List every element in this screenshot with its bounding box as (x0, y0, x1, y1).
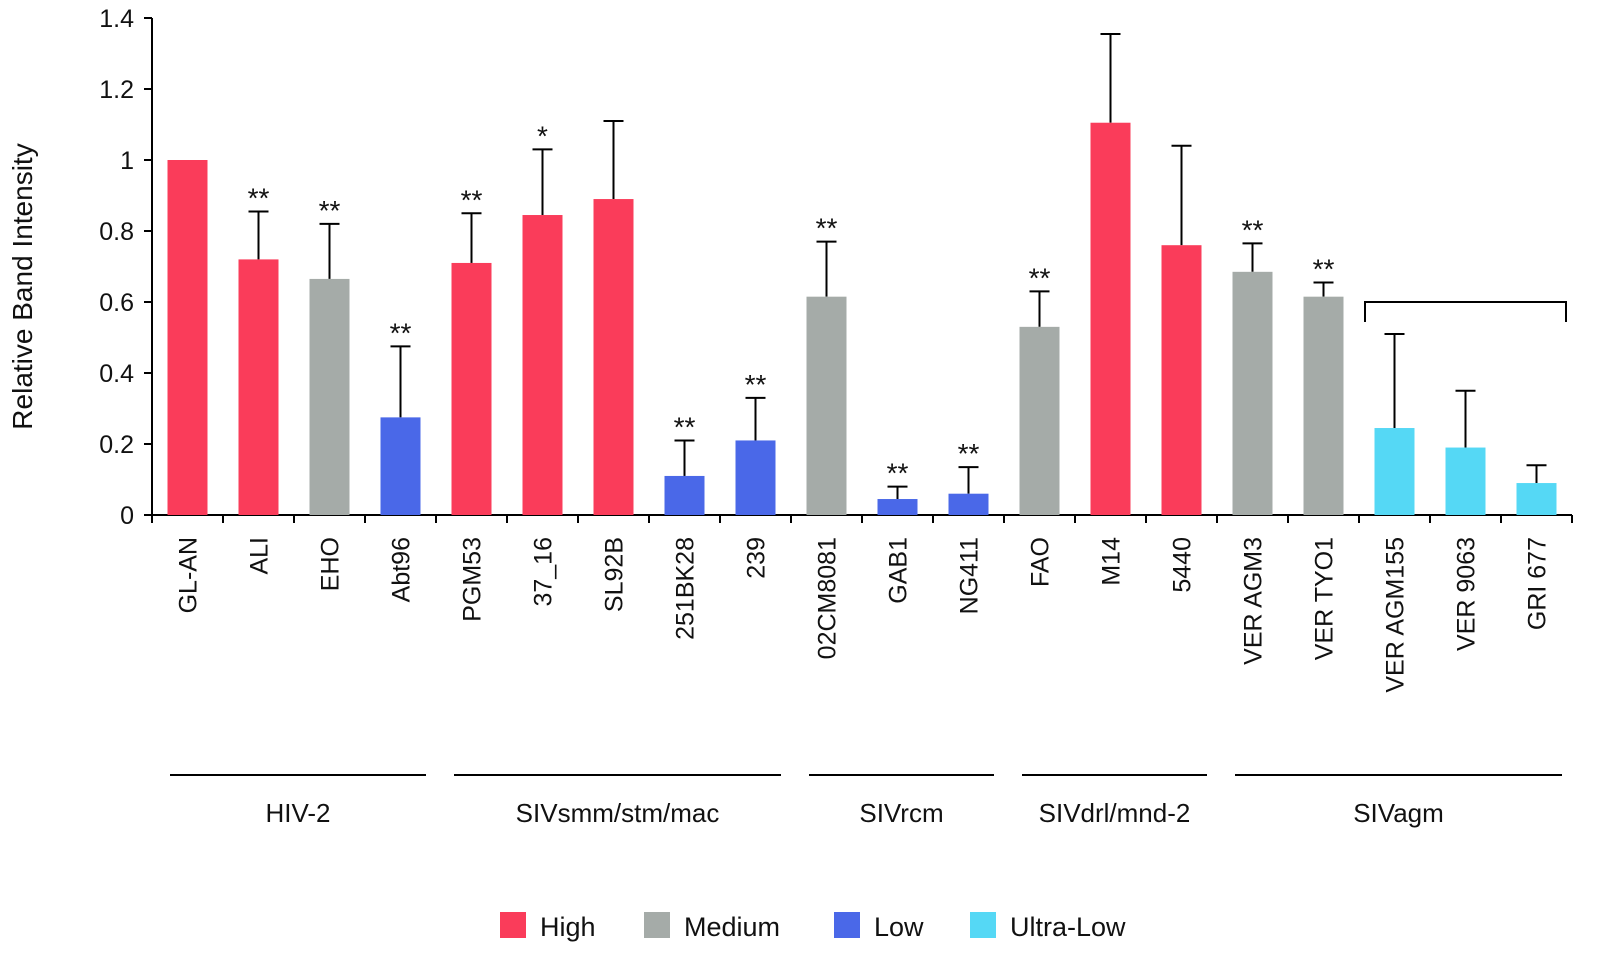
x-tick-label: NG411 (956, 537, 984, 614)
bar (167, 160, 208, 515)
y-tick-label: 0.6 (99, 289, 134, 317)
x-tick-label: 37_16 (530, 537, 558, 607)
significance-label: ** (1242, 214, 1264, 245)
bar (1303, 296, 1344, 515)
bar (309, 278, 350, 515)
significance-label: * (537, 120, 548, 151)
bar (664, 475, 705, 515)
significance-label: ** (1313, 253, 1335, 284)
significance-label: ** (1029, 262, 1051, 293)
significance-label: ** (674, 411, 696, 442)
group-label: SIVsmm/stm/mac (516, 798, 720, 828)
x-tick-label: M14 (1098, 537, 1126, 586)
legend-swatch (644, 912, 670, 938)
bar (948, 493, 989, 515)
significance-label: ** (958, 438, 980, 469)
x-tick-label: VER AGM155 (1382, 537, 1410, 693)
legend-swatch (970, 912, 996, 938)
bar (1019, 326, 1060, 515)
x-tick-label: VER TYO1 (1311, 537, 1339, 660)
significance-label: ** (461, 184, 483, 215)
y-tick-label: 0 (120, 502, 134, 530)
y-tick-label: 0.4 (99, 360, 134, 388)
group-label: SIVrcm (859, 798, 943, 828)
x-tick-label: 251BK28 (672, 537, 700, 640)
x-tick-label: PGM53 (459, 537, 487, 622)
bar (1090, 122, 1131, 515)
legend-label: Low (874, 912, 924, 942)
group-label: SIVagm (1353, 798, 1444, 828)
significance-label: ** (248, 182, 270, 213)
x-tick-label: 02CM8081 (814, 537, 842, 659)
bar (380, 417, 421, 515)
y-tick-label: 1.2 (99, 76, 134, 104)
x-tick-label: FAO (1027, 537, 1055, 587)
x-tick-label: 239 (743, 537, 771, 579)
bar (593, 199, 634, 516)
bar (806, 296, 847, 515)
significance-label: ** (390, 317, 412, 348)
significance-label: ** (887, 458, 909, 489)
bar (522, 215, 563, 515)
y-tick-label: 1.4 (99, 5, 134, 33)
bar (238, 259, 279, 515)
legend-swatch (500, 912, 526, 938)
x-tick-label: VER 9063 (1453, 537, 1481, 651)
x-tick-label: EHO (317, 537, 345, 591)
legend-label: High (540, 912, 596, 942)
bar (451, 262, 492, 515)
x-tick-label: ALI (246, 537, 274, 575)
significance-label: ** (745, 369, 767, 400)
group-label: HIV-2 (265, 798, 330, 828)
bracket (1364, 301, 1567, 322)
bar (1161, 245, 1202, 515)
bar (1374, 428, 1415, 515)
bar (1232, 271, 1273, 515)
bar (735, 440, 776, 515)
x-tick-label: GAB1 (885, 537, 913, 604)
significance-label: ** (816, 213, 838, 244)
legend-label: Medium (684, 912, 780, 942)
y-tick-label: 1 (120, 147, 134, 175)
x-tick-label: VER AGM3 (1240, 537, 1268, 665)
x-tick-label: Abt96 (388, 537, 416, 602)
legend-swatch (834, 912, 860, 938)
x-tick-label: 5440 (1169, 537, 1197, 593)
bar (1445, 447, 1486, 515)
bar (1516, 483, 1557, 515)
y-tick-label: 0.2 (99, 431, 134, 459)
group-label: SIVdrl/mnd-2 (1039, 798, 1191, 828)
significance-label: ** (319, 195, 341, 226)
x-tick-label: SL92B (601, 537, 629, 612)
legend-label: Ultra-Low (1010, 912, 1126, 942)
bar (877, 499, 918, 515)
x-tick-label: GL-AN (175, 537, 203, 613)
x-tick-label: GRI 677 (1524, 537, 1552, 630)
y-axis-label: Relative Band Intensity (7, 143, 38, 429)
y-tick-label: 0.8 (99, 218, 134, 246)
